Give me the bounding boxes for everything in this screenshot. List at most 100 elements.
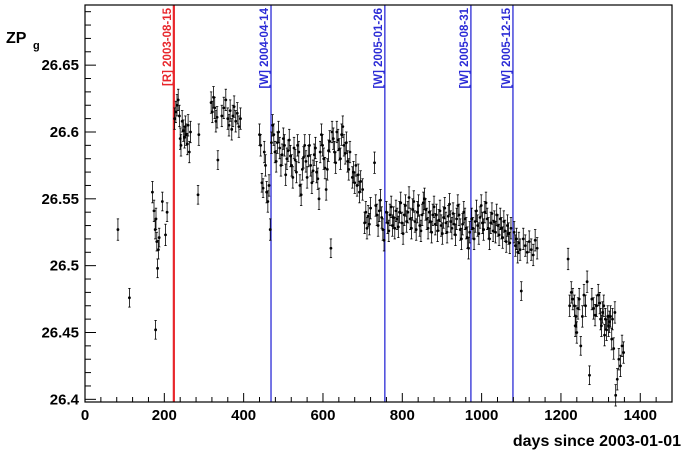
point-marker xyxy=(417,204,420,207)
point-marker xyxy=(299,193,303,197)
point-marker xyxy=(609,315,612,318)
point-marker xyxy=(364,210,368,214)
point-marker xyxy=(611,317,614,321)
point-marker xyxy=(444,221,448,225)
point-marker xyxy=(438,209,442,213)
data-point xyxy=(533,229,537,252)
point-marker xyxy=(310,181,314,185)
point-marker xyxy=(321,143,324,147)
data-point xyxy=(579,336,583,356)
data-point xyxy=(215,106,219,129)
point-marker xyxy=(472,237,476,241)
data-point xyxy=(185,132,189,156)
data-point xyxy=(268,218,272,241)
data-point xyxy=(261,178,265,198)
data-point xyxy=(580,305,584,328)
point-marker xyxy=(389,205,393,209)
point-marker xyxy=(590,297,594,301)
data-point xyxy=(602,294,606,317)
data-point xyxy=(509,217,513,240)
data-point xyxy=(467,237,470,260)
data-point xyxy=(310,171,314,194)
data-point xyxy=(584,294,587,317)
point-marker xyxy=(374,204,378,207)
point-marker xyxy=(470,217,474,221)
point-marker xyxy=(476,224,480,227)
data-point xyxy=(353,171,357,194)
data-point xyxy=(270,131,273,154)
point-marker xyxy=(575,331,579,334)
point-marker xyxy=(516,250,520,254)
point-marker xyxy=(369,206,372,210)
point-marker xyxy=(431,213,435,217)
point-marker xyxy=(612,347,616,350)
point-marker xyxy=(154,328,157,332)
point-marker xyxy=(500,226,503,230)
point-marker xyxy=(410,226,413,230)
point-marker xyxy=(449,220,453,223)
point-marker xyxy=(367,222,371,226)
data-point xyxy=(394,199,398,222)
data-point xyxy=(439,214,443,237)
data-point xyxy=(490,202,494,225)
point-marker xyxy=(128,296,131,300)
data-point xyxy=(502,210,506,233)
data-point xyxy=(291,166,295,189)
point-marker xyxy=(501,236,505,239)
data-point xyxy=(590,287,594,311)
point-marker xyxy=(533,238,537,242)
point-marker xyxy=(156,248,160,252)
data-point xyxy=(214,110,218,133)
data-point xyxy=(464,217,468,240)
x-tick-label: 200 xyxy=(152,407,177,424)
y-axis: 26.4 26.45 26.5 26.55 26.6 26.65 xyxy=(41,11,96,408)
point-marker xyxy=(261,186,265,190)
point-marker xyxy=(359,180,363,183)
data-point xyxy=(298,174,302,197)
data-point xyxy=(373,151,376,174)
point-marker xyxy=(280,153,284,157)
point-marker xyxy=(584,304,587,308)
data-point xyxy=(348,140,352,164)
point-marker xyxy=(445,230,449,234)
point-marker xyxy=(274,159,278,163)
point-marker xyxy=(337,147,341,151)
point-marker xyxy=(605,328,608,332)
point-marker xyxy=(308,143,311,147)
point-marker xyxy=(294,170,298,174)
point-marker xyxy=(566,257,570,261)
point-marker xyxy=(328,139,332,143)
point-marker xyxy=(293,158,297,162)
point-marker xyxy=(464,226,468,230)
data-point xyxy=(197,123,201,146)
point-marker xyxy=(411,208,415,211)
point-marker xyxy=(600,324,603,328)
data-point xyxy=(448,193,451,216)
point-marker xyxy=(300,168,304,171)
point-marker xyxy=(568,304,572,308)
data-point xyxy=(359,170,363,193)
data-point xyxy=(336,128,340,152)
point-marker xyxy=(336,138,340,142)
point-marker xyxy=(401,232,405,235)
point-marker xyxy=(459,237,463,241)
data-point xyxy=(619,354,622,378)
point-marker xyxy=(232,105,236,108)
point-marker xyxy=(506,224,509,227)
point-marker xyxy=(576,307,580,310)
point-marker xyxy=(424,208,428,211)
point-marker xyxy=(213,106,217,110)
data-point xyxy=(497,223,501,247)
x-tick-label: 600 xyxy=(310,407,335,424)
data-point xyxy=(303,134,307,157)
point-marker xyxy=(571,297,575,301)
data-point xyxy=(491,219,495,242)
point-marker xyxy=(494,230,497,234)
point-marker xyxy=(509,226,513,230)
data-point xyxy=(515,227,518,251)
data-point xyxy=(289,144,292,168)
data-point xyxy=(216,150,220,170)
point-marker xyxy=(491,229,495,233)
point-marker xyxy=(180,119,184,123)
point-marker xyxy=(413,220,417,223)
